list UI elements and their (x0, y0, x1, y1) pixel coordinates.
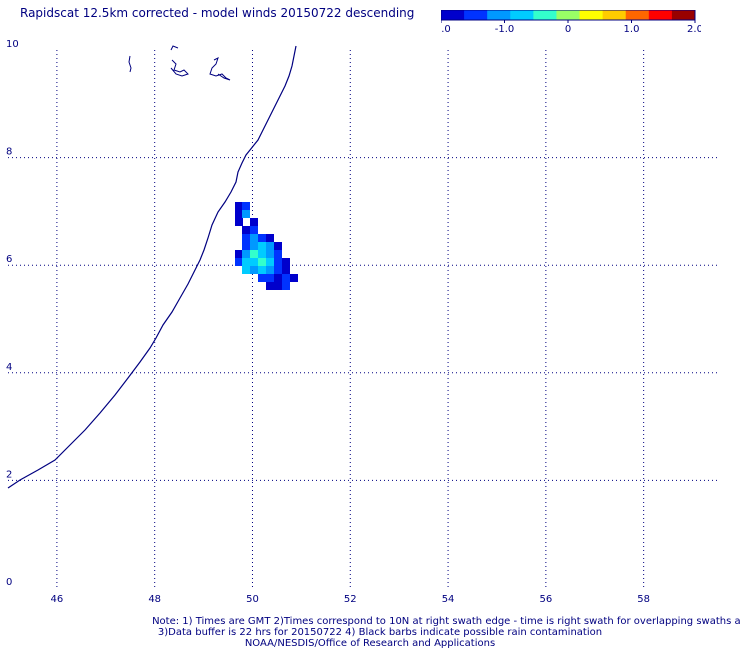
latitude-label: 2 (6, 469, 12, 480)
wind-cell (250, 234, 258, 242)
wind-cell (235, 210, 243, 218)
colorbar-swatch (579, 10, 604, 20)
colorbar-tick-label: 2.0 (687, 24, 701, 34)
wind-cell (235, 218, 243, 226)
wind-cell (250, 266, 258, 274)
colorbar-tick-label: -2.0 (441, 24, 451, 34)
wind-cell (242, 210, 250, 218)
island-3 (209, 57, 231, 81)
colorbar-swatch (487, 10, 511, 20)
colorbar-legend: -2.0 -1.0 0 1.0 2.0 (441, 10, 701, 34)
wind-cell (250, 218, 258, 226)
wind-cell (258, 266, 266, 274)
wind-cell (274, 266, 282, 274)
island-2 (170, 45, 189, 77)
latitude-labels: 0 2 4 6 8 10 (6, 39, 19, 588)
colorbar-swatch (464, 10, 488, 20)
colorbar-swatch (533, 10, 557, 20)
wind-cell (274, 258, 282, 266)
wind-cell (235, 258, 243, 266)
wind-cell (250, 250, 258, 258)
wind-cell (282, 258, 290, 266)
wind-cell (242, 242, 250, 250)
wind-cell (258, 274, 266, 282)
longitude-label: 54 (442, 594, 455, 605)
wind-cell (258, 258, 266, 266)
mainland-coastline (7, 45, 297, 489)
wind-cell (266, 242, 274, 250)
colorbar-tick-label: 0 (565, 24, 571, 34)
colorbar-swatch (556, 10, 581, 20)
wind-cell (250, 226, 258, 234)
latitude-label: 6 (6, 254, 12, 265)
graticule-grid (8, 50, 717, 588)
wind-cell (274, 242, 282, 250)
wind-cell (235, 202, 243, 210)
wind-cell (274, 250, 282, 258)
island-1 (128, 55, 132, 73)
wind-cell (250, 258, 258, 266)
wind-cell (266, 234, 274, 242)
longitude-label: 58 (637, 594, 650, 605)
latitude-label: 4 (6, 362, 12, 373)
wind-cell (242, 226, 250, 234)
wind-cell (242, 266, 250, 274)
longitude-labels: 46 48 50 52 54 56 58 (51, 594, 650, 605)
wind-cell (282, 282, 290, 290)
wind-cell (282, 266, 290, 274)
longitude-label: 56 (539, 594, 552, 605)
colorbar-swatch (648, 10, 673, 20)
colorbar-swatch (510, 10, 534, 20)
longitude-label: 46 (51, 594, 64, 605)
wind-cell (242, 202, 250, 210)
colorbar-swatch (441, 10, 465, 20)
wind-cell (266, 274, 274, 282)
longitude-label: 50 (246, 594, 259, 605)
coastline (7, 45, 297, 489)
wind-cell (266, 266, 274, 274)
colorbar-ticks: -2.0 -1.0 0 1.0 2.0 (441, 20, 701, 34)
colorbar-swatch (625, 10, 650, 20)
footer-note-line1: Note: 1) Times are GMT 2)Times correspon… (152, 616, 740, 627)
wind-cell (258, 250, 266, 258)
footer-note-line2: 3)Data buffer is 22 hrs for 20150722 4) … (157, 627, 603, 638)
wind-cell (266, 250, 274, 258)
latitude-label: 8 (6, 147, 12, 158)
wind-cells (235, 202, 298, 290)
colorbar-swatch (602, 10, 627, 20)
wind-cell (282, 274, 290, 282)
footer-credit: NOAA/NESDIS/Office of Research and Appli… (244, 638, 496, 649)
wind-cell (258, 234, 266, 242)
latitude-label: 0 (6, 577, 12, 588)
colorbar-swatches (441, 10, 696, 21)
wind-cell (242, 234, 250, 242)
map-title: Rapidscat 12.5km corrected - model winds… (20, 6, 415, 20)
wind-cell (274, 282, 282, 290)
colorbar-tick-label: -1.0 (495, 24, 515, 34)
wind-cell (258, 242, 266, 250)
longitude-label: 48 (148, 594, 161, 605)
wind-cell (266, 282, 274, 290)
latitude-label: 10 (6, 39, 19, 50)
wind-cell (235, 250, 243, 258)
wind-cell (250, 242, 258, 250)
wind-cell (274, 274, 282, 282)
wind-cell (266, 258, 274, 266)
wind-cell (242, 250, 250, 258)
wind-cell (290, 274, 298, 282)
colorbar-tick-label: 1.0 (624, 24, 640, 34)
longitude-label: 52 (344, 594, 357, 605)
wind-cell (242, 258, 250, 266)
colorbar-swatch (671, 10, 696, 20)
